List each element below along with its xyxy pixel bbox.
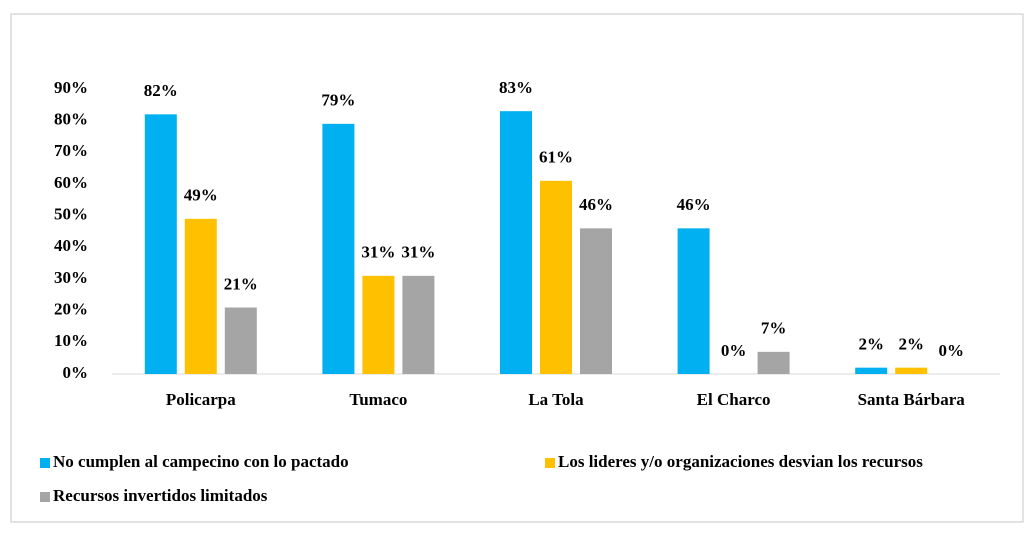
x-tick-label: Santa Bárbara (858, 390, 966, 409)
x-tick-label: Tumaco (349, 390, 407, 409)
data-label: 2% (898, 335, 924, 354)
y-tick-label: 70% (54, 141, 88, 160)
x-tick-label: Policarpa (166, 390, 236, 409)
data-label: 46% (677, 195, 711, 214)
bar (184, 218, 217, 374)
y-tick-label: 50% (54, 205, 88, 224)
bar (677, 228, 710, 374)
x-tick-label: La Tola (528, 390, 584, 409)
y-tick-label: 60% (54, 173, 88, 192)
data-label: 7% (761, 319, 787, 338)
data-label: 61% (539, 148, 573, 167)
data-label: 31% (401, 243, 435, 262)
bar (500, 111, 532, 375)
data-label: 2% (858, 335, 884, 354)
data-label: 21% (224, 274, 258, 293)
bar (144, 114, 177, 374)
data-label: 49% (184, 186, 218, 205)
bar (540, 180, 572, 374)
legend-label: No cumplen al campecino con lo pactado (53, 452, 349, 471)
bar (402, 275, 435, 374)
data-label: 82% (144, 81, 178, 100)
data-label: 79% (321, 91, 355, 110)
bar (322, 123, 355, 374)
legend-label: Recursos invertidos limitados (53, 486, 268, 505)
legend-swatch (545, 458, 555, 468)
y-tick-label: 20% (54, 300, 88, 319)
y-tick-label: 30% (54, 268, 88, 287)
bar (362, 275, 395, 374)
y-tick-label: 80% (54, 110, 88, 129)
legend-swatch (40, 458, 50, 468)
x-tick-label: El Charco (697, 390, 771, 409)
bar (895, 367, 928, 374)
data-label: 83% (499, 78, 533, 97)
bar (757, 351, 790, 374)
bar (855, 367, 888, 374)
data-label: 31% (361, 243, 395, 262)
y-tick-label: 10% (54, 331, 88, 350)
data-label: 0% (938, 341, 964, 360)
legend-label: Los lideres y/o organizaciones desvian l… (558, 452, 923, 471)
bar (224, 307, 257, 374)
legend-swatch (40, 492, 50, 502)
y-tick-label: 40% (54, 236, 88, 255)
bar (580, 228, 612, 374)
y-tick-label: 0% (63, 363, 89, 382)
data-label: 46% (579, 195, 613, 214)
y-tick-label: 90% (54, 78, 88, 97)
data-label: 0% (721, 341, 747, 360)
